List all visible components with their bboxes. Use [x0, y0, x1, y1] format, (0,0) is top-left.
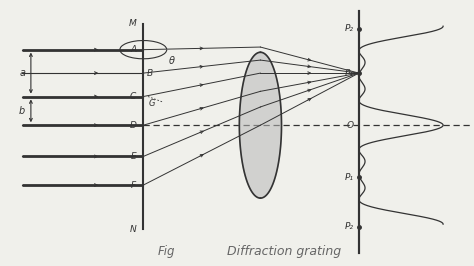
Text: P₂: P₂	[345, 24, 354, 33]
Text: Fig: Fig	[158, 245, 175, 258]
Text: a: a	[19, 68, 25, 78]
Text: C: C	[130, 92, 137, 101]
Text: b: b	[19, 106, 25, 116]
Text: P₁: P₁	[345, 173, 354, 182]
Text: θ: θ	[169, 56, 175, 66]
Text: P₁: P₁	[345, 69, 354, 78]
Text: O: O	[347, 121, 354, 130]
Text: M: M	[128, 19, 137, 28]
Text: E: E	[130, 152, 137, 161]
Text: G: G	[149, 99, 155, 108]
Polygon shape	[239, 52, 282, 198]
Text: Diffraction grating: Diffraction grating	[227, 245, 341, 258]
Text: B: B	[147, 69, 153, 78]
Text: D: D	[129, 121, 137, 130]
Text: P₂: P₂	[345, 222, 354, 231]
Text: F: F	[131, 181, 137, 190]
Text: A: A	[130, 45, 137, 54]
Text: N: N	[129, 225, 137, 234]
